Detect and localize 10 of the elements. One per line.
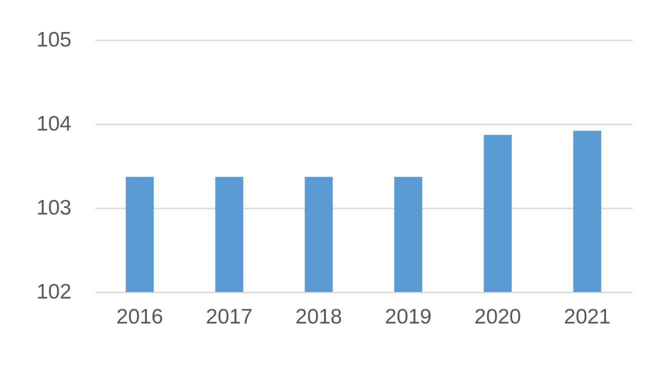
y-tick-label: 103	[36, 196, 72, 220]
x-tick-label: 2018	[295, 306, 342, 328]
x-tick-label: 2016	[116, 306, 164, 328]
x-tick-label: 2017	[206, 306, 253, 328]
x-tick-label: 2019	[384, 306, 432, 328]
y-tick-label: 105	[36, 28, 72, 52]
y-tick-label: 104	[36, 112, 72, 136]
x-tick-label: 2021	[564, 306, 611, 328]
x-tick-label: 2020	[474, 306, 522, 328]
y-tick-label: 102	[36, 280, 72, 304]
